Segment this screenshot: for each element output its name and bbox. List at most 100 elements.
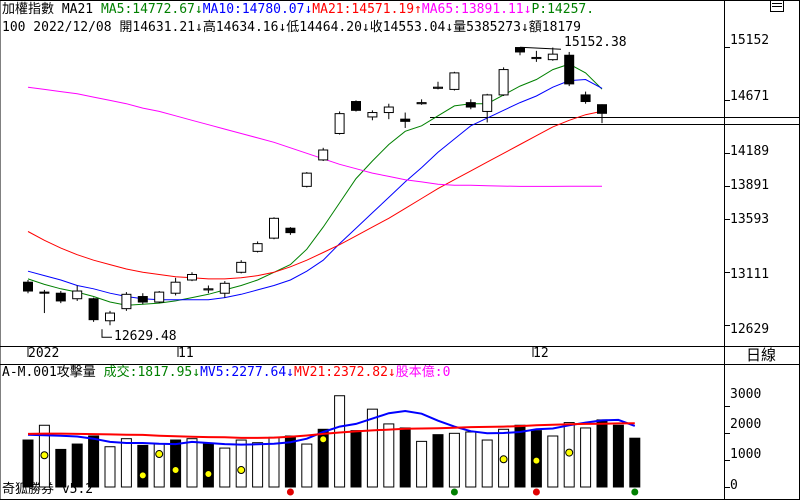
volume-bar [580, 427, 592, 488]
yellow-signal-dot [40, 451, 49, 460]
candle [531, 56, 542, 60]
volume-bar [22, 439, 34, 488]
volume-bar [416, 440, 428, 488]
chart-title: 加權指數 MA21 [2, 2, 94, 17]
candle [400, 118, 411, 122]
yellow-signal-dot [155, 450, 164, 459]
candle [597, 104, 607, 114]
candle [285, 227, 296, 234]
yellow-signal-dot [237, 466, 246, 475]
volume-bar [383, 423, 395, 488]
candle [416, 102, 427, 105]
volume-bar [399, 427, 411, 488]
volume-bar [284, 435, 296, 488]
candle [170, 281, 181, 294]
date-label-month-11: 11 [178, 346, 194, 361]
volume-bar [317, 428, 329, 488]
yellow-signal-dot [171, 466, 180, 475]
candle [219, 282, 230, 294]
unit-label: 股本億:0 [395, 365, 451, 380]
date-label-month-12: 12 [533, 346, 549, 361]
volume-bar [202, 443, 214, 488]
low-annotation: 12629.48 [114, 329, 177, 344]
candle [301, 172, 312, 187]
header-line-2: 100 2022/12/08 開14631.21↓高14634.16↓低1446… [2, 20, 581, 35]
yellow-signal-dot [138, 471, 147, 480]
candle [154, 291, 165, 303]
volume-bar [71, 443, 83, 488]
candle [252, 243, 263, 252]
price-ytick: 14671 [730, 89, 770, 104]
volume-bar [481, 439, 493, 488]
ma5-label: MA5:14772.67↓ [100, 2, 203, 17]
volume-bar [350, 430, 362, 488]
ma10-label: MA10:14780.07↓ [202, 2, 313, 17]
candle [383, 106, 394, 114]
yellow-signal-dot [532, 456, 541, 465]
volume-ytick: 1000 [730, 447, 762, 462]
volume-bar [170, 439, 182, 488]
candle [334, 113, 345, 134]
green-signal-dot [450, 488, 458, 496]
volume-bar [104, 446, 116, 488]
ma-line-ma10 [27, 78, 603, 301]
red-signal-dot [532, 488, 540, 496]
candle [498, 69, 509, 96]
ma-line-ma5 [27, 63, 603, 306]
volume-bar [448, 432, 460, 488]
volume-bar [547, 435, 559, 488]
candle [367, 112, 378, 118]
yellow-signal-dot [204, 470, 213, 479]
price-ytick: 13891 [730, 178, 770, 193]
candle [515, 47, 525, 53]
candle [564, 54, 575, 85]
volume-bar [465, 431, 477, 488]
candle [236, 261, 247, 273]
volume-ytick: 3000 [730, 387, 762, 402]
candle [55, 292, 66, 302]
candle [88, 298, 99, 321]
ma-line-ma65 [27, 86, 602, 187]
volume-bar [612, 424, 624, 488]
ma-line-ma21 [27, 110, 603, 280]
mv-line-mv21 [27, 422, 635, 439]
ma21-label: MA21:14571.19↑ [312, 2, 422, 17]
volume-bar [235, 439, 247, 488]
candle [187, 273, 197, 281]
date-label-year: 2022 [28, 346, 60, 361]
low-annotation-leader [101, 329, 112, 338]
volume-bar [514, 424, 526, 488]
volume-bar [629, 437, 641, 488]
ma65-label: MA65:13891.11↓ [421, 2, 532, 17]
green-signal-dot [631, 488, 639, 496]
volume-bar [88, 435, 100, 488]
period-selector[interactable]: 日線 [746, 346, 777, 364]
volume-bar [334, 395, 346, 488]
volume-bar [432, 434, 444, 488]
volume-title: A-M.001攻擊量 [2, 365, 96, 380]
vol-label: 成交:1817.95↓ [103, 365, 201, 380]
candle [547, 53, 558, 61]
mv5-label: MV5:2277.64↓ [200, 365, 294, 380]
volume-bar [366, 408, 378, 488]
candle [269, 217, 279, 239]
candle [23, 281, 33, 292]
yellow-signal-dot [565, 448, 574, 457]
volume-bar [596, 419, 608, 488]
mv21-label: MV21:2372.82↓ [294, 365, 396, 380]
yellow-signal-dot [499, 455, 508, 464]
candle [137, 296, 148, 303]
candle [121, 293, 132, 310]
price-ytick: 13111 [730, 267, 770, 282]
volume-bar [137, 444, 149, 488]
candle [351, 101, 361, 111]
candle [105, 312, 115, 322]
candle [318, 149, 329, 161]
price-ytick: 13593 [730, 212, 770, 227]
volume-ytick: 2000 [730, 417, 762, 432]
p-label: P:14257. [531, 2, 595, 17]
candle [465, 102, 476, 108]
volume-bar [219, 447, 231, 488]
volume-bar [186, 438, 198, 488]
